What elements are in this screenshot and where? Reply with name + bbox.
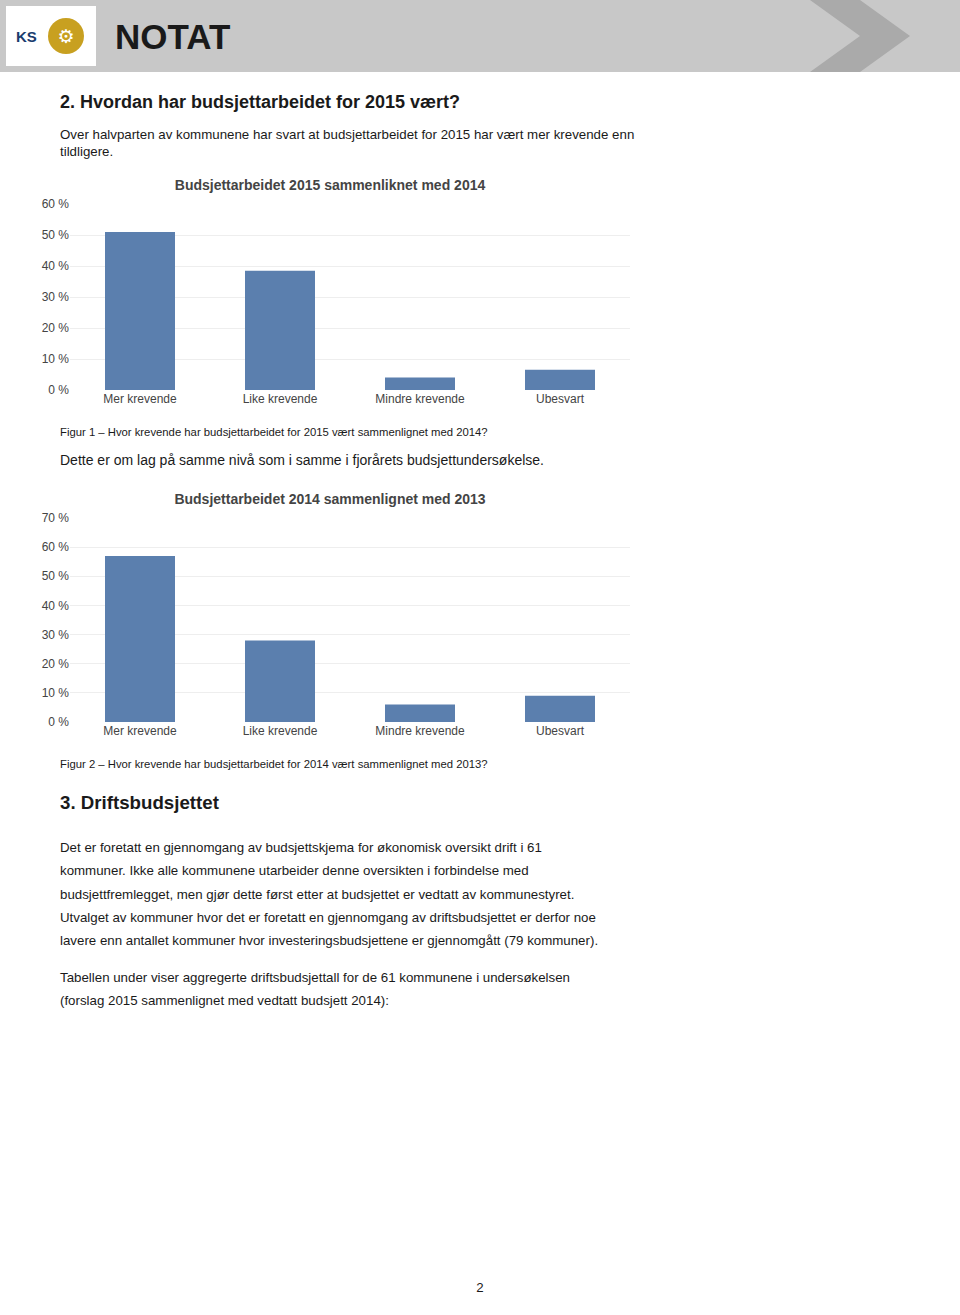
svg-text:Mindre krevende: Mindre krevende xyxy=(375,724,465,738)
svg-text:KS: KS xyxy=(16,28,37,45)
svg-text:Mer krevende: Mer krevende xyxy=(103,724,177,738)
svg-text:70 %: 70 % xyxy=(42,511,70,525)
svg-text:30 %: 30 % xyxy=(42,628,70,642)
svg-text:Like krevende: Like krevende xyxy=(243,392,318,406)
svg-text:50 %: 50 % xyxy=(42,569,70,583)
svg-text:Budsjettarbeidet 2014 sammenli: Budsjettarbeidet 2014 sammenlignet med 2… xyxy=(174,491,485,507)
svg-text:Ubesvart: Ubesvart xyxy=(536,724,585,738)
svg-text:Budsjettarbeidet 2015 sammenli: Budsjettarbeidet 2015 sammenliknet med 2… xyxy=(175,177,486,193)
svg-text:20 %: 20 % xyxy=(42,321,70,335)
svg-text:20 %: 20 % xyxy=(42,657,70,671)
html-text:Figur 2 – Hvor krevende har bu: Figur 2 – Hvor krevende har budsjettarbe… xyxy=(60,758,488,770)
svg-text:0 %: 0 % xyxy=(48,383,69,397)
svg-text:Like krevende: Like krevende xyxy=(243,724,318,738)
svg-text:0 %: 0 % xyxy=(48,715,69,729)
html-text:Tabellen under viser aggregert: Tabellen under viser aggregerte driftsbu… xyxy=(60,970,570,1009)
svg-text:50 %: 50 % xyxy=(42,228,70,242)
svg-text:10 %: 10 % xyxy=(42,686,70,700)
html-text:2. Hvordan har budsjettarbeide: 2. Hvordan har budsjettarbeidet for 2015… xyxy=(60,92,461,112)
svg-text:10 %: 10 % xyxy=(42,352,70,366)
svg-text:40 %: 40 % xyxy=(42,599,70,613)
html-text:Det er foretatt en gjennomgang: Det er foretatt en gjennomgang av budsje… xyxy=(60,840,599,949)
svg-text:60 %: 60 % xyxy=(42,540,70,554)
svg-text:30 %: 30 % xyxy=(42,290,70,304)
html-text:3. Driftsbudsjettet: 3. Driftsbudsjettet xyxy=(60,792,219,813)
svg-text:Ubesvart: Ubesvart xyxy=(536,392,585,406)
svg-text:60 %: 60 % xyxy=(42,197,70,211)
svg-text:⚙: ⚙ xyxy=(57,25,74,47)
svg-text:40 %: 40 % xyxy=(42,259,70,273)
html-text:2: 2 xyxy=(476,1280,484,1295)
html-text:Dette er om lag på samme nivå: Dette er om lag på samme nivå som i samm… xyxy=(60,452,544,468)
svg-text:Mindre krevende: Mindre krevende xyxy=(375,392,465,406)
html-text:Over halvparten av kommunene h: Over halvparten av kommunene har svart a… xyxy=(60,127,635,160)
html-text:Figur 1 – Hvor krevende har bu: Figur 1 – Hvor krevende har budsjettarbe… xyxy=(60,426,488,438)
svg-text:NOTAT: NOTAT xyxy=(115,17,230,56)
svg-text:Mer krevende: Mer krevende xyxy=(103,392,177,406)
